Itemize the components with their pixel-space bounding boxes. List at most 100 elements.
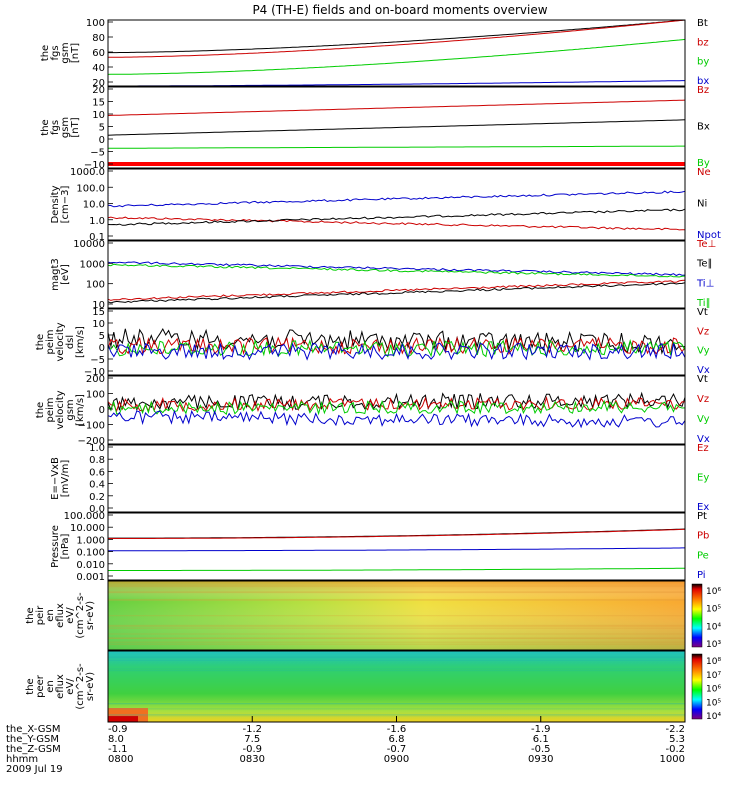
y-label-line: Pressure [50,525,61,568]
y-tick-label: 1.0 [89,216,105,227]
electron-band [108,708,685,710]
legend-entry: Te⊥ [696,239,716,250]
y-label-line: [nT] [70,43,81,63]
x-tick-value: 0800 [108,754,133,765]
x-tick-value: 5.3 [669,734,685,745]
legend-entry: by [697,57,709,68]
y-label-line: [km/s] [75,326,86,358]
y-label-line: [cm−3] [60,186,71,224]
y-tick-label: 0 [99,135,105,146]
series-line-2 [107,399,686,416]
y-tick-label: 10 [92,300,105,311]
colorbar-label: 10⁵ [706,698,721,708]
y-axis-label: the peer en eflux eV/(cm^2-s-sr-eV) [25,663,96,710]
legend-entry: Ex [697,502,709,513]
y-axis-label: the fgs gsm [nT] [40,117,81,138]
y-label-line: [nPa] [60,533,71,559]
y-label-line: eflux [55,674,66,699]
y-tick-label: 1000 [80,259,105,270]
ion-band [108,599,685,601]
electron-band [108,715,685,717]
x-tick-value: 0930 [528,754,553,765]
series-line-3 [108,80,685,87]
series-line-1 [107,208,686,226]
y-tick-label: −5 [90,148,105,159]
x-tick-value: -1.2 [242,724,262,735]
panel-frame [107,86,686,169]
legend-entry: bz [697,37,709,48]
plot-title: P4 (TH-E) fields and on-board moments ov… [252,3,547,17]
series-line-3 [107,263,686,278]
y-label-line: peim [45,397,56,422]
series-line-0 [108,19,686,54]
y-label-line: [nT] [70,117,81,137]
panel-frame [107,375,686,445]
series-line-1 [108,19,686,58]
y-label-line: gsm [60,117,71,138]
y-label-line: velocity [55,322,66,361]
y-axis-label: the peim velocity dsl [km/s] [35,322,86,361]
ion-band [108,624,685,626]
electron-band [108,657,685,659]
y-label-line: the [35,402,46,418]
series-line-2 [108,567,685,571]
y-tick-label: 200 [86,374,105,385]
y-axis-label: E=−VxB [mV/m] [50,457,71,500]
y-tick-label: 20 [92,85,105,96]
legend-entry: Vy [697,346,710,357]
ion-band [108,592,685,594]
y-label-line: E=−VxB [50,457,61,500]
x-tick-value: -0.9 [242,744,262,755]
y-label-line: [eV] [60,264,71,285]
y-tick-label: 5 [99,331,105,342]
x-tick-value: -1.1 [108,744,128,755]
legend-entry: Vz [697,326,709,337]
y-axis-label: Pressure [nPa] [50,525,71,568]
y-tick-label: 0.010 [76,560,105,571]
y-tick-label: −200 [78,436,105,447]
y-tick-label: −5 [90,355,105,366]
y-tick-label: 100.0 [76,183,105,194]
panel-frame [107,512,686,581]
y-label-line: eV/ [65,607,76,624]
y-label-line: eV/ [65,678,76,695]
y-label-line: eflux [55,603,66,628]
y-tick-label: 5 [99,123,105,134]
y-label-line: en [45,680,56,693]
series-line-2 [107,261,686,277]
panel-6: 200 100 0 −100 −200 Vt Vz Vy Vx the peim velocity gs… [35,374,710,447]
series-line-3 [108,547,685,552]
x-tick-value: -1.9 [531,724,551,735]
electron-band [108,703,685,705]
panel-1: 100 80 60 40 20 Bt bz by bx the fgs gsm [nT] [40,18,709,89]
x-tick-value: 6.8 [389,734,405,745]
legend-entry: Ti⊥ [696,278,714,289]
y-label-line: the [35,334,46,350]
y-tick-label: 100 [86,390,105,401]
y-label-line: sr-eV) [85,672,96,701]
panel-4: 10000 1000 100 10 Te⊥ Te∥ Ti⊥ Ti∥ magt3 [eV] [50,239,716,311]
x-tick-value: -0.7 [387,744,407,755]
y-tick-label: 60 [92,48,105,59]
y-tick-label: −100 [78,421,105,432]
y-label-line: the [40,45,51,61]
ion-band [108,627,685,629]
electron-red-patch [108,716,138,722]
red-flag-bar [108,162,685,166]
electron-band [108,670,685,672]
colorbar-label: 10⁵ [706,605,721,615]
y-label-line: dsl [65,335,76,349]
y-tick-label: 0.001 [76,572,105,583]
y-tick-label: 10.000 [70,523,105,534]
y-tick-label: 100.000 [64,511,105,522]
panel-9: 10⁶ 10⁵ 10⁴ 10³ the peir en eflux eV/(cm^2-s-sr-… [25,580,721,651]
panel-7: 1.00.80.6 0.40.20.0 Ez Ey Ex E=−VxB [mV/m] [50,443,709,515]
y-label-line: the [40,119,51,135]
legend-entry: Ey [697,473,709,484]
x-tick-value: 6.1 [533,734,549,745]
legend-entry: Bx [697,122,710,133]
y-tick-label: 10000 [73,239,105,250]
electron-band [108,668,685,670]
y-tick-label: 1.0 [89,443,105,454]
